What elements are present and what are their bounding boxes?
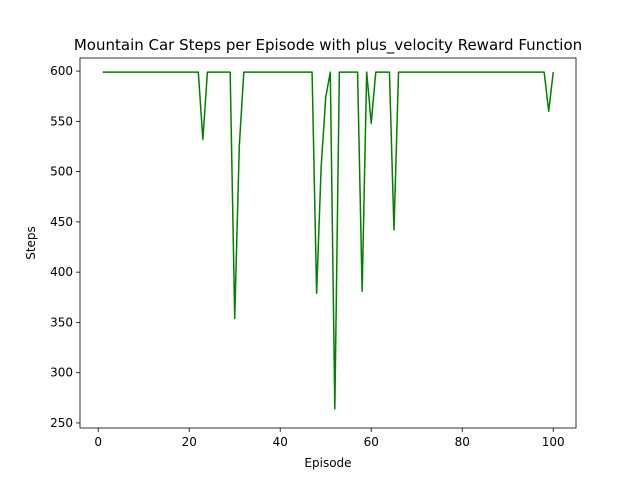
plot-area	[102, 71, 554, 410]
y-tick-label: 300	[50, 366, 73, 380]
y-tick-label: 550	[50, 114, 73, 128]
y-axis-label: Steps	[24, 226, 38, 260]
x-tick-label: 60	[364, 435, 379, 449]
y-tick-label: 450	[50, 215, 73, 229]
y-tick-label: 350	[50, 315, 73, 329]
y-axis-ticks: 250 300 350 400 450 500 550 600	[50, 64, 80, 430]
chart-title: Mountain Car Steps per Episode with plus…	[74, 36, 582, 55]
x-tick-label: 40	[273, 435, 288, 449]
series-line	[102, 71, 554, 410]
y-tick-label: 600	[50, 64, 73, 78]
x-tick-label: 0	[94, 435, 102, 449]
y-tick-label: 250	[50, 416, 73, 430]
x-tick-label: 20	[182, 435, 197, 449]
x-axis-ticks: 0 20 40 60 80 100	[94, 428, 565, 449]
x-axis-label: Episode	[304, 456, 351, 470]
x-tick-label: 80	[455, 435, 470, 449]
y-tick-label: 400	[50, 265, 73, 279]
plot-frame	[79, 57, 577, 429]
y-tick-label: 500	[50, 165, 73, 179]
x-tick-label: 100	[542, 435, 565, 449]
